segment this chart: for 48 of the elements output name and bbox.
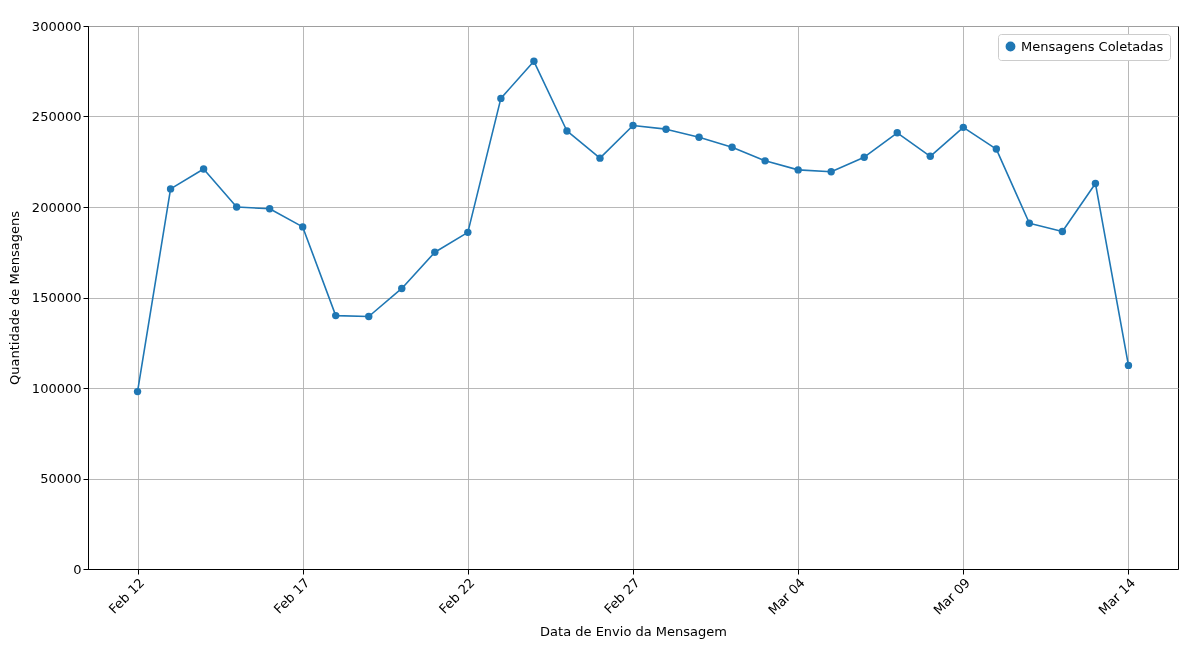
point [199,165,208,173]
point [860,153,868,161]
point [695,133,703,142]
x-tick-label: Feb 27 [601,575,643,617]
point [662,125,670,133]
x-tick-label: Feb 12 [105,575,148,617]
point [497,94,505,103]
point [794,166,802,174]
point [365,312,373,321]
point [530,57,538,65]
y-tick-label: 200000 [31,199,82,215]
x-axis-title: Data de Envio da Mensagem [540,623,727,639]
point [298,223,307,231]
point [232,203,241,211]
x-tick-label: Mar 09 [930,575,973,618]
point [464,228,472,237]
point [629,121,637,130]
point [1124,361,1133,370]
point [596,154,604,162]
y-tick-label: 50000 [40,471,82,486]
x-tick-label: Feb 17 [270,575,313,617]
point [1058,227,1067,236]
y-tick-label: 0 [73,561,82,577]
point [827,168,835,176]
point [133,387,142,396]
y-tick-label: 300000 [31,18,82,34]
point [1025,219,1034,227]
point [332,311,340,320]
point [893,129,901,137]
point [166,185,175,193]
point [265,205,274,213]
point [563,127,571,135]
point [992,145,1001,153]
legend-label: Mensagens Coletadas [1021,38,1164,54]
x-tick-label: Feb 22 [436,575,478,617]
x-tick-label: Mar 14 [1095,575,1139,618]
x-tick-label: Mar 04 [765,575,808,618]
point [728,143,736,151]
point [761,157,769,165]
y-tick-label: 150000 [31,290,82,305]
y-axis-title: Quantidade de Mensagens [6,210,22,385]
point [398,284,406,293]
point [431,248,439,256]
y-tick-label: 250000 [31,109,82,124]
y-tick-label: 100000 [31,380,82,396]
point [959,123,968,132]
point [1091,179,1100,188]
point [926,152,934,161]
